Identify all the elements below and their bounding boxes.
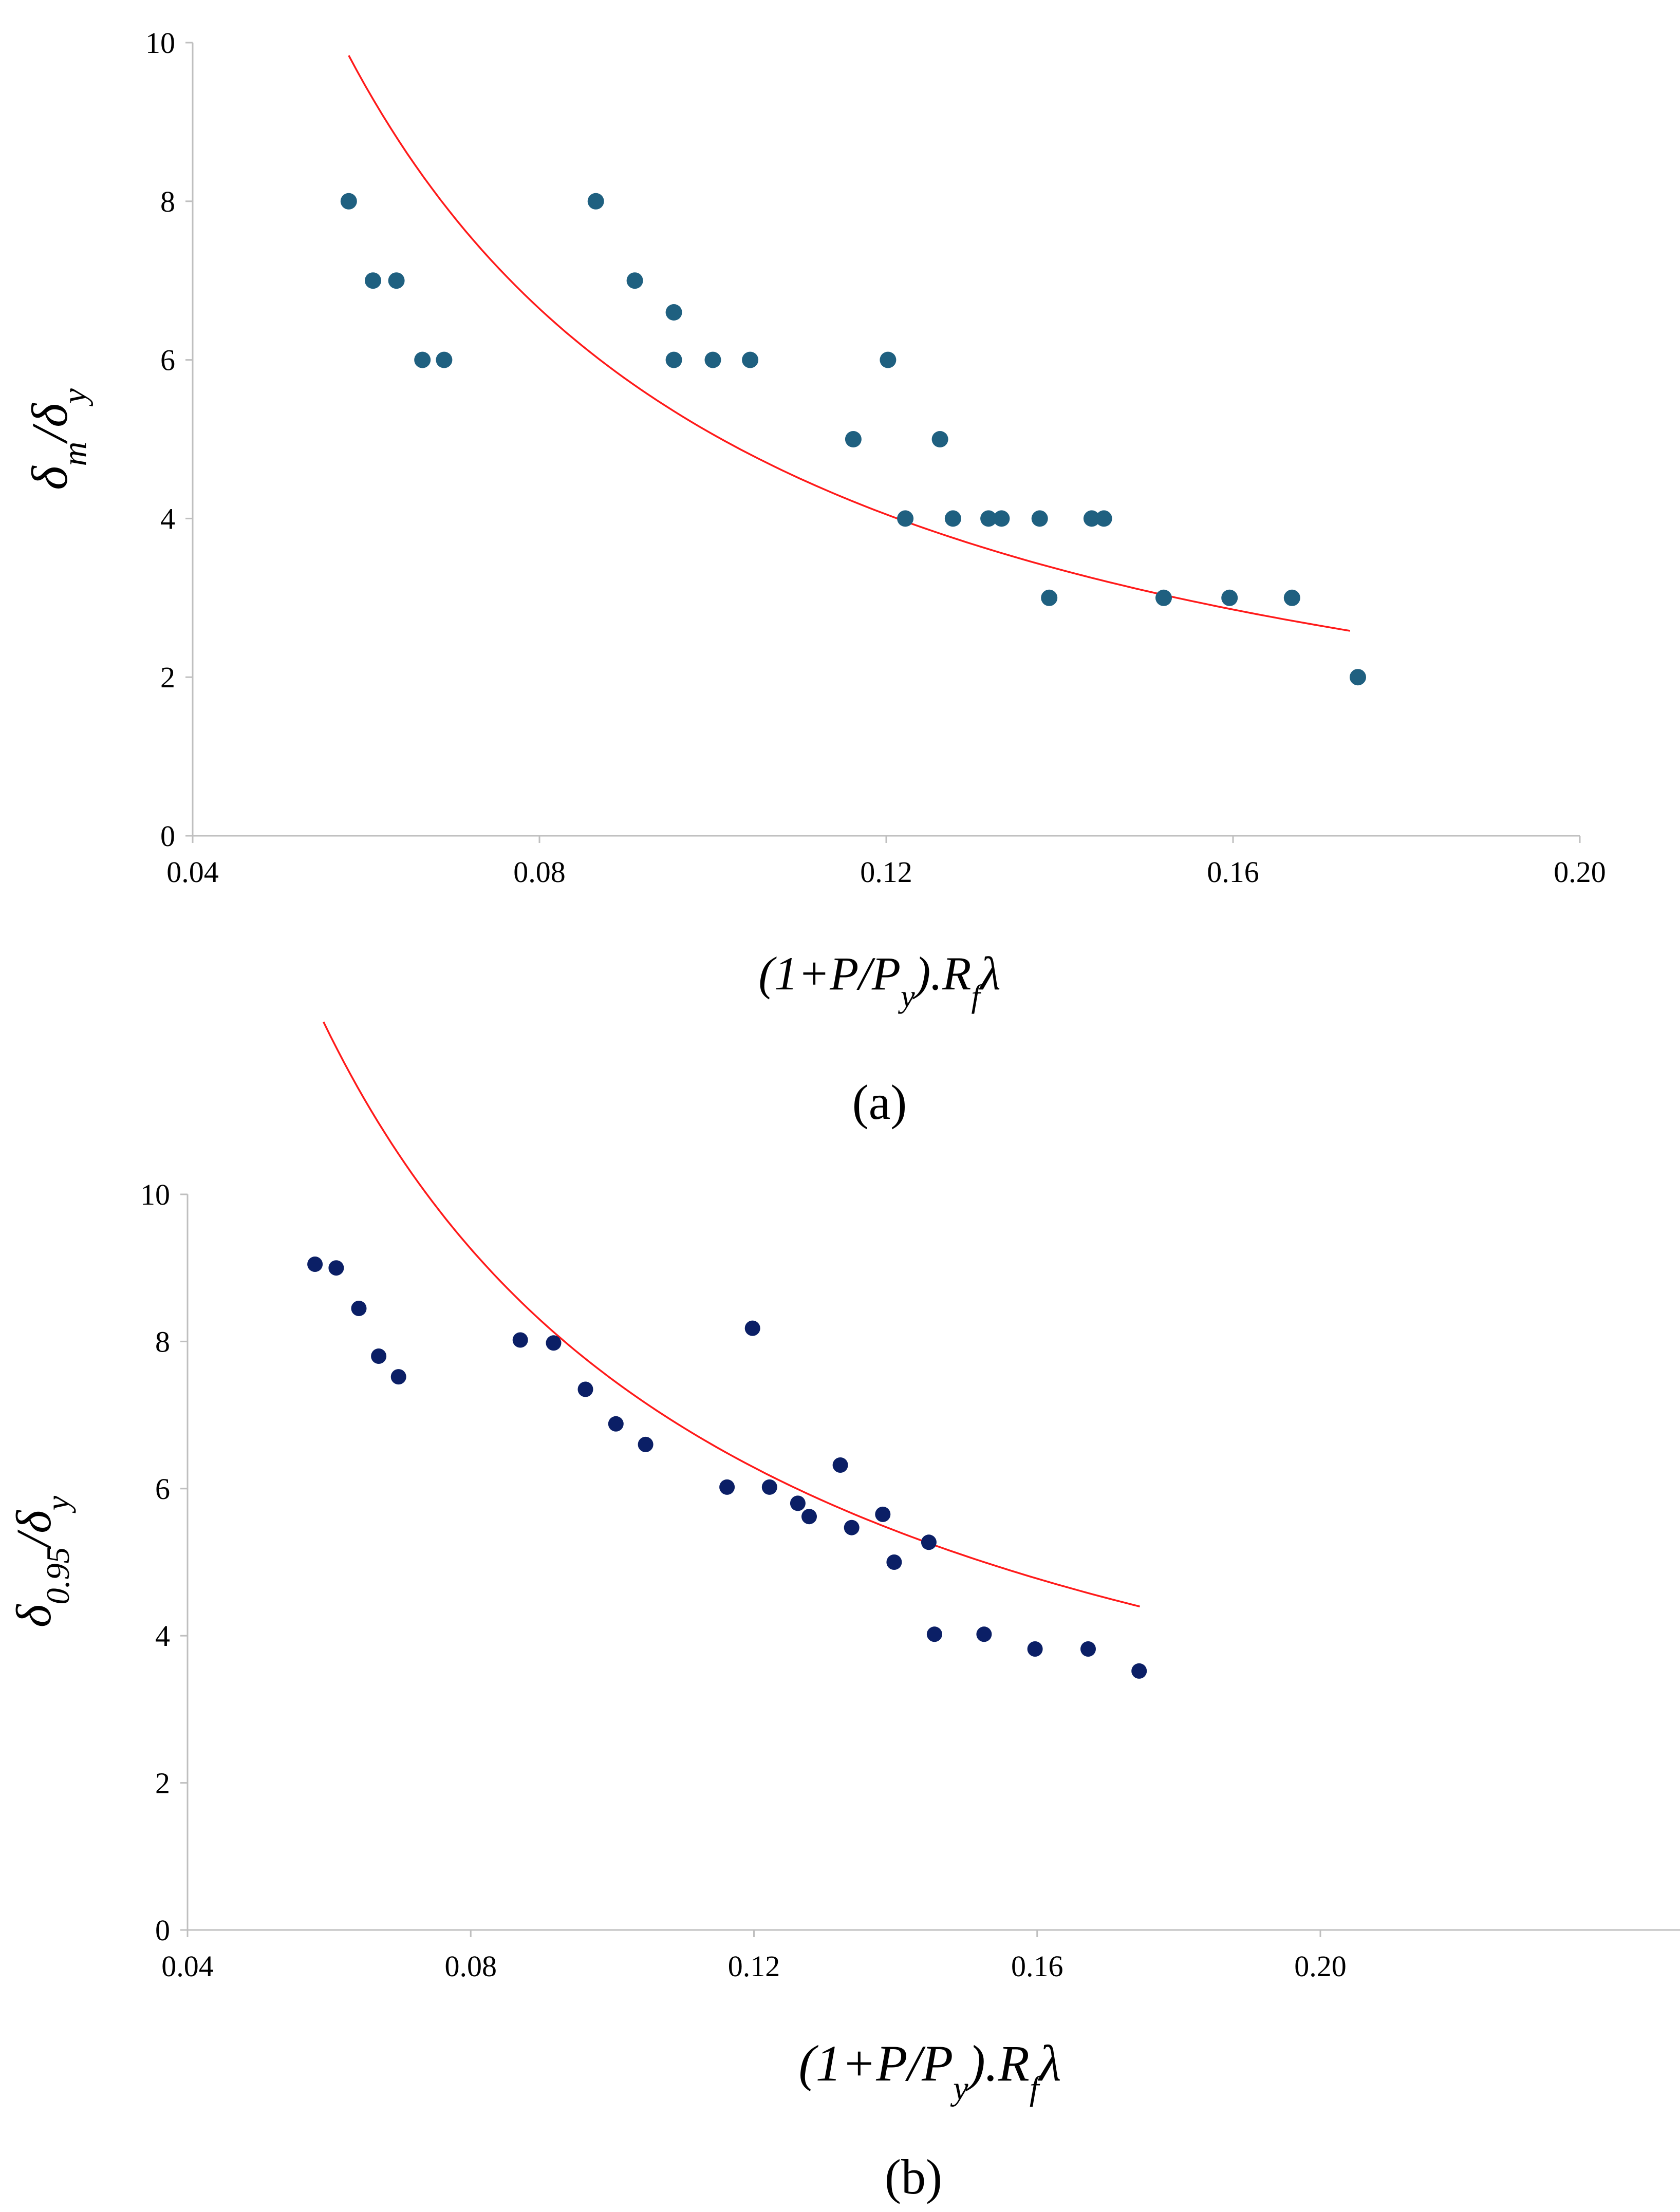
y-tick-label-a: 10 bbox=[145, 26, 175, 60]
data-point-a bbox=[944, 510, 961, 527]
data-point-b bbox=[512, 1332, 528, 1348]
chart-b: 0 2 4 6 8 10 0.04 0.08 0.12 0.16 0.20 δ0.95/δy (1+… bbox=[6, 1021, 1680, 2204]
data-point-a bbox=[626, 272, 643, 289]
data-point-a bbox=[993, 510, 1010, 527]
data-point-b bbox=[790, 1495, 806, 1511]
points-a bbox=[340, 193, 1366, 686]
y-tick-label-a: 8 bbox=[160, 185, 175, 218]
data-point-b bbox=[1027, 1641, 1043, 1657]
points-b bbox=[307, 1257, 1147, 1679]
data-point-a bbox=[1350, 669, 1366, 686]
data-point-a bbox=[436, 351, 453, 368]
data-point-b bbox=[832, 1457, 848, 1473]
y-tick-label-b: 0 bbox=[155, 1914, 170, 1947]
data-point-a bbox=[1031, 510, 1048, 527]
data-point-a bbox=[845, 431, 862, 447]
trend-curve-a bbox=[348, 55, 1351, 632]
data-point-b bbox=[886, 1554, 902, 1570]
data-point-b bbox=[608, 1416, 624, 1432]
data-point-b bbox=[371, 1348, 387, 1364]
data-point-b bbox=[390, 1369, 406, 1385]
chart-a: 0 2 4 6 8 10 0.04 0.08 0.12 0.16 0.20 δm/δy (1+P/P… bbox=[21, 26, 1606, 1130]
data-point-a bbox=[1221, 589, 1238, 606]
x-tick-label-b: 0.08 bbox=[445, 1949, 497, 1983]
x-tick-label-b: 0.12 bbox=[728, 1949, 780, 1983]
x-tick-label-b: 0.04 bbox=[161, 1949, 214, 1983]
data-point-a bbox=[897, 510, 914, 527]
data-point-a bbox=[665, 351, 682, 368]
data-point-a bbox=[1283, 589, 1300, 606]
data-point-b bbox=[801, 1509, 817, 1525]
data-point-b bbox=[744, 1320, 760, 1336]
data-point-b bbox=[875, 1506, 891, 1522]
data-point-b bbox=[577, 1381, 593, 1397]
y-tick-label-a: 0 bbox=[160, 819, 175, 853]
data-point-a bbox=[587, 193, 604, 210]
data-point-a bbox=[340, 193, 357, 210]
data-point-b bbox=[926, 1626, 942, 1642]
data-point-b bbox=[719, 1479, 735, 1495]
ticks-b: 0 2 4 6 8 10 0.04 0.08 0.12 0.16 0.20 bbox=[140, 1178, 1347, 1983]
data-point-b bbox=[761, 1479, 777, 1495]
data-point-b bbox=[638, 1436, 654, 1452]
data-point-a bbox=[365, 272, 381, 289]
data-point-a bbox=[980, 510, 997, 527]
data-point-a bbox=[388, 272, 405, 289]
y-tick-label-b: 2 bbox=[155, 1767, 170, 1800]
y-tick-label-a: 6 bbox=[160, 344, 175, 377]
y-tick-label-b: 6 bbox=[155, 1472, 170, 1506]
data-point-a bbox=[880, 351, 897, 368]
trend-line-b bbox=[323, 1021, 1141, 1607]
x-tick-label-b: 0.20 bbox=[1294, 1949, 1347, 1983]
caption-b: (b) bbox=[885, 2149, 942, 2204]
x-tick-label-a: 0.12 bbox=[860, 855, 912, 889]
data-point-b bbox=[844, 1520, 860, 1535]
data-point-b bbox=[976, 1626, 992, 1642]
x-axis-title-a: (1+P/Py).Rfλ bbox=[758, 947, 1000, 1014]
data-point-b bbox=[1131, 1663, 1147, 1679]
trend-line-a bbox=[348, 55, 1351, 632]
x-tick-label-a: 0.08 bbox=[513, 855, 566, 889]
x-tick-label-a: 0.04 bbox=[166, 855, 219, 889]
data-point-a bbox=[1083, 510, 1100, 527]
y-tick-label-b: 10 bbox=[140, 1178, 170, 1211]
trend-curve-b bbox=[323, 1021, 1141, 1607]
data-point-a bbox=[742, 351, 759, 368]
data-point-b bbox=[1080, 1641, 1096, 1657]
ticks-a: 0 2 4 6 8 10 0.04 0.08 0.12 0.16 0.20 bbox=[145, 26, 1606, 889]
data-point-a bbox=[665, 304, 682, 321]
x-tick-label-a: 0.16 bbox=[1207, 855, 1259, 889]
data-point-a bbox=[414, 351, 431, 368]
data-point-a bbox=[1095, 510, 1112, 527]
x-tick-label-a: 0.20 bbox=[1554, 855, 1606, 889]
data-point-b bbox=[921, 1534, 937, 1550]
x-tick-label-b: 0.16 bbox=[1011, 1949, 1063, 1983]
data-point-b bbox=[307, 1257, 323, 1272]
data-point-b bbox=[351, 1301, 367, 1316]
data-point-a bbox=[1155, 589, 1172, 606]
caption-a: (a) bbox=[852, 1075, 907, 1130]
data-point-a bbox=[1041, 589, 1058, 606]
y-tick-label-b: 8 bbox=[155, 1325, 170, 1358]
y-tick-label-a: 4 bbox=[160, 502, 175, 535]
y-axis-title-b: δ0.95/δy bbox=[6, 1495, 76, 1627]
y-tick-label-b: 4 bbox=[155, 1619, 170, 1653]
data-point-b bbox=[546, 1335, 562, 1351]
data-point-a bbox=[931, 431, 948, 447]
x-axis-title-b: (1+P/Py).Rfλ bbox=[798, 2035, 1061, 2107]
y-axis-title-a: δm/δy bbox=[21, 388, 94, 490]
y-tick-label-a: 2 bbox=[160, 661, 175, 694]
data-point-b bbox=[328, 1260, 344, 1276]
data-point-a bbox=[704, 351, 721, 368]
